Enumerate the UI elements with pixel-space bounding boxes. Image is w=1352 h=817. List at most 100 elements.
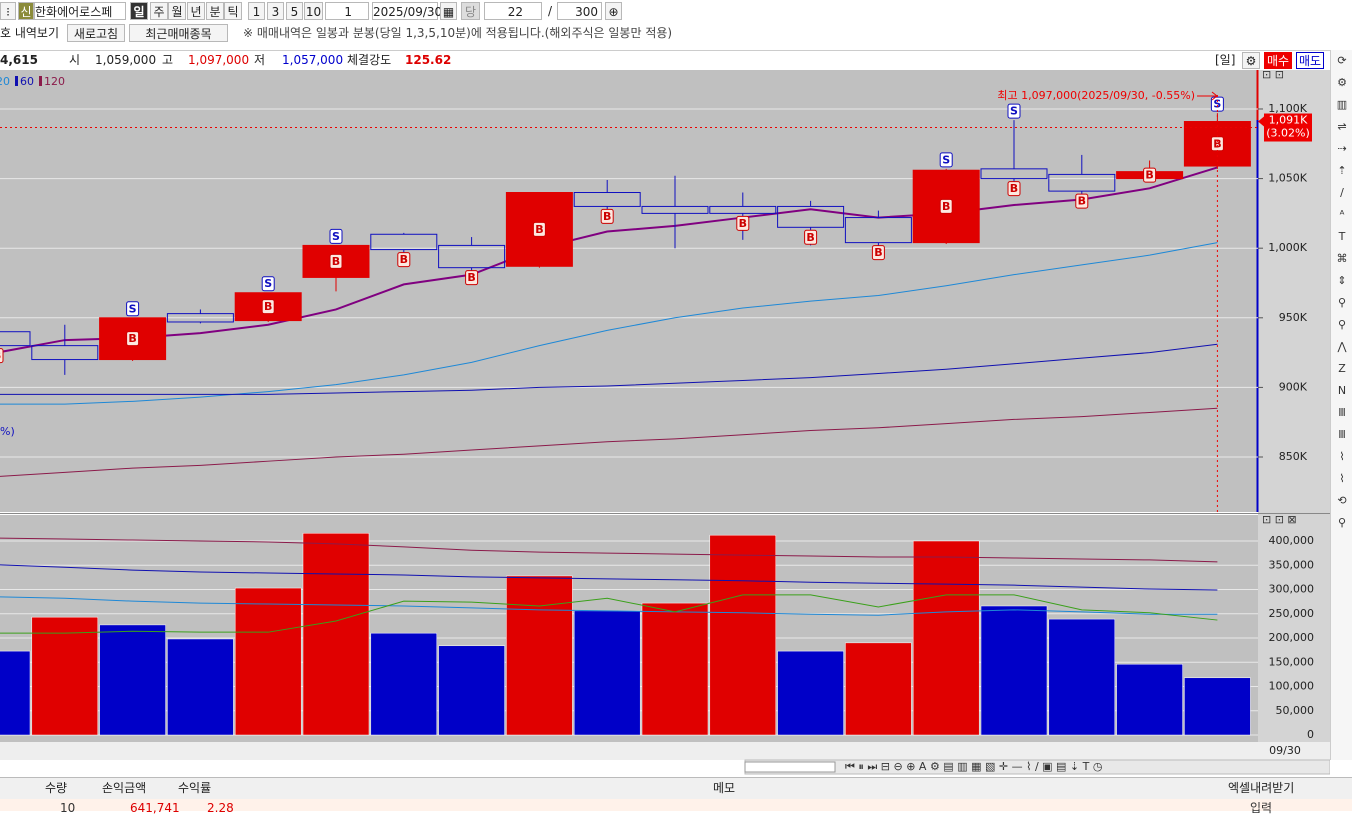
last-price-pointer <box>1258 116 1264 127</box>
volume-bar <box>438 645 505 736</box>
menu-icon[interactable]: ⁝ <box>0 2 16 20</box>
volume-ma-line <box>0 564 1218 591</box>
buy-marker: B <box>400 253 408 266</box>
volume-bar <box>912 540 980 736</box>
refresh-button[interactable]: 새로고침 <box>67 24 125 42</box>
buy-marker: B <box>128 332 136 345</box>
current-button[interactable]: 당 <box>461 2 480 20</box>
last-price-label: 1,091K <box>1269 114 1308 127</box>
table-cell: 10 <box>60 801 76 815</box>
high-annotation: 최고 1,097,000(2025/09/30, -0.55%) <box>997 89 1195 102</box>
last-change-label: (3.02%) <box>1266 127 1310 140</box>
sell-marker: S <box>1213 98 1221 111</box>
sell-marker: S <box>264 277 272 290</box>
volume-bar <box>506 575 573 736</box>
volume-bar <box>302 532 370 736</box>
buy-button[interactable]: 매수 <box>1264 52 1292 69</box>
period-button[interactable]: 년 <box>187 2 205 20</box>
sell-marker: S <box>1010 105 1018 118</box>
minute-button[interactable]: 10 <box>304 2 323 20</box>
sell-marker-bg <box>329 228 343 244</box>
date-strip <box>0 742 1330 760</box>
open-value: 1,059,000 <box>95 53 157 67</box>
y-tick-label: 0 <box>1307 728 1314 741</box>
buy-marker: B <box>535 223 543 236</box>
volume-bar <box>980 605 1048 736</box>
volume-bar <box>777 650 844 736</box>
settings-button[interactable]: ⚙ <box>1242 52 1260 69</box>
candle-body <box>777 205 845 228</box>
stock-name[interactable]: 한화에어로스페 <box>34 2 126 20</box>
zoom-button[interactable]: ⊕ <box>605 2 622 20</box>
open-label: 시 <box>69 53 81 67</box>
period-button[interactable]: 월 <box>168 2 186 20</box>
sell-marker: S <box>129 302 137 315</box>
period-button[interactable]: 틱 <box>224 2 242 20</box>
sell-marker-bg <box>939 152 953 168</box>
buy-marker: B <box>467 271 475 284</box>
minute-button[interactable]: 1 <box>248 2 265 20</box>
buy-marker-bg <box>1075 193 1089 209</box>
buy-marker-bg <box>1007 181 1021 197</box>
buy-marker-bg <box>532 221 546 237</box>
minute-button[interactable]: 5 <box>286 2 303 20</box>
y-tick-label: 50,000 <box>1276 704 1315 717</box>
table-cell: 641,741 <box>130 801 180 815</box>
volume: 4,615 <box>0 53 38 67</box>
buy-marker-bg <box>736 215 750 231</box>
buy-marker-bg <box>329 253 343 269</box>
legend-label: 60 <box>20 75 34 88</box>
buy-marker: B <box>603 210 611 223</box>
high-value: 1,097,000 <box>188 53 250 67</box>
strength-label: 체결강도 <box>347 53 392 67</box>
count-input[interactable]: 22 <box>484 2 542 20</box>
volume-bar <box>370 632 438 736</box>
minute-button[interactable]: 3 <box>267 2 284 20</box>
volume-bar <box>0 650 31 736</box>
scroll-thumb[interactable] <box>744 761 836 773</box>
volume-bar <box>709 534 777 736</box>
ma-line <box>0 166 1218 354</box>
left-note: %) <box>0 425 15 438</box>
volume-bar <box>573 610 641 736</box>
calendar-button[interactable]: ▦ <box>440 2 457 20</box>
table-header-cell: 엑셀내려받기 <box>1228 781 1295 795</box>
candle-body <box>234 292 302 322</box>
volume-axis-icons[interactable]: ⊡ ⊡ ⊠ <box>1262 513 1297 526</box>
table-cell: 2.28 <box>207 801 234 815</box>
high-label: 고 <box>162 53 174 67</box>
interval-select[interactable]: 1 <box>325 2 369 20</box>
table-header-cell: 메모 <box>713 781 736 795</box>
y-tick-label: 250,000 <box>1269 607 1315 620</box>
volume-ma-line <box>0 596 1218 616</box>
buy-marker: B <box>332 255 340 268</box>
y-tick-label: 150,000 <box>1269 655 1315 668</box>
period-button[interactable]: 일 <box>130 2 148 20</box>
sell-button[interactable]: 매도 <box>1296 52 1324 69</box>
badge[interactable]: 신 <box>18 2 34 20</box>
total-input[interactable]: 300 <box>557 2 602 20</box>
buy-marker-bg <box>600 208 614 224</box>
axis-icons[interactable]: ⊡ ⊡ <box>1262 70 1284 81</box>
history-link[interactable]: 호 내역보기 <box>0 26 60 40</box>
date-input[interactable]: 2025/09/30 <box>372 2 442 20</box>
recent-button[interactable]: 최근매매종목 <box>129 24 228 42</box>
candle-body <box>438 244 506 269</box>
volume-bar <box>234 587 302 736</box>
volume-ma-line <box>0 594 1218 634</box>
toolbar-icons[interactable]: ⏮ ⏸ ⏭ ⊟ ⊖ ⊕ A ⚙ ▤ ▥ ▦ ▧ ✛ — ⌇ ∕ ▣ ▤ ⇣ T … <box>845 760 1102 773</box>
notice: ※ 매매내역은 일봉과 분봉(당일 1,3,5,10분)에 적용됩니다.(해외주… <box>243 26 673 40</box>
side-toolbar[interactable]: ⟳ ⚙ ▥ ⇌ ⇢ ⇡ ∕ ᴬ T ⌘ ⇕ ⚲ ⚲ ⋀ Z N Ⅲ Ⅲ ⌇ ⌇ ⟲ ⚲ <box>1330 50 1352 760</box>
volume-bar <box>1184 677 1251 736</box>
period-button[interactable]: 주 <box>150 2 168 20</box>
legend-label: 20 <box>0 75 10 88</box>
candle-body <box>980 168 1048 180</box>
y-tick-label: 850K <box>1279 450 1308 463</box>
sell-marker-bg <box>1007 103 1021 119</box>
y-tick-label: 900K <box>1279 380 1308 393</box>
candle-body <box>370 233 438 251</box>
period-button[interactable]: 분 <box>206 2 224 20</box>
sell-marker-bg <box>126 301 140 317</box>
table-row <box>0 799 1352 811</box>
sell-marker: S <box>942 153 950 166</box>
